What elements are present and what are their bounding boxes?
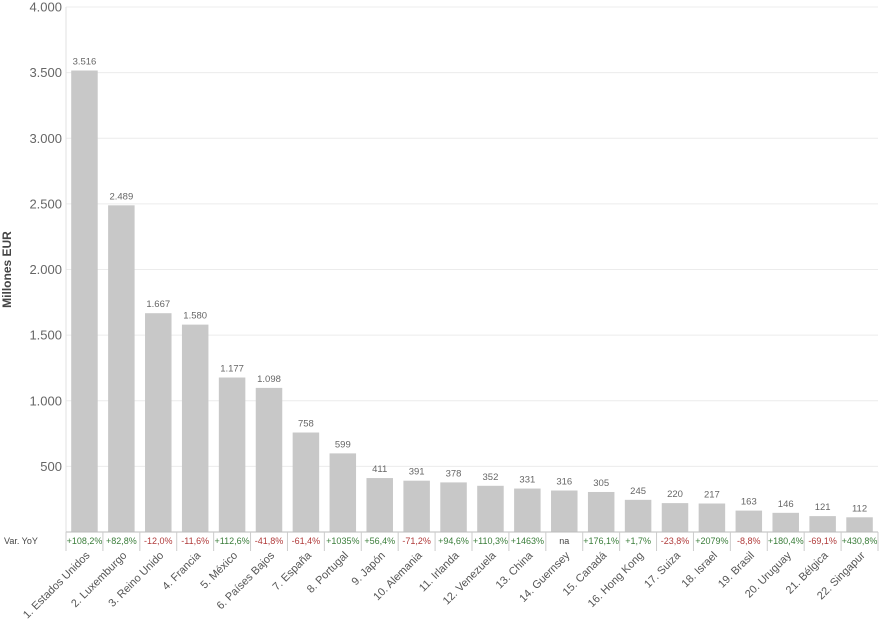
y-tick-label: 2.500 (29, 196, 62, 211)
bar (440, 482, 467, 532)
bar-value-label: 378 (446, 468, 462, 479)
yoy-value: +2079% (695, 536, 728, 546)
yoy-value: +56,4% (364, 536, 395, 546)
bar-value-label: 217 (704, 490, 720, 501)
bar (108, 205, 135, 532)
y-tick-label: 3.000 (29, 131, 62, 146)
yoy-value: +82,8% (106, 536, 137, 546)
yoy-value: -69,1% (808, 536, 837, 546)
yoy-value: +1,7% (625, 536, 651, 546)
value-labels: 3.516 2.489 1.667 1.580 1.177 1.098 758 599 411 3… (73, 57, 868, 515)
bar (329, 453, 357, 532)
yoy-value: +1463% (511, 536, 544, 546)
yoy-value: na (559, 536, 569, 546)
yoy-value: -61,4% (292, 536, 321, 546)
bar (772, 512, 799, 532)
bar (809, 516, 836, 532)
bar (551, 490, 578, 532)
yoy-value: -8,8% (737, 536, 761, 546)
x-tick-label: 1. Estados Unidos (21, 549, 93, 619)
yoy-value: +112,6% (215, 536, 250, 546)
bar (661, 503, 689, 532)
bar (624, 499, 652, 532)
bar (698, 503, 726, 532)
bar-value-label: 146 (778, 499, 794, 510)
bar-value-label: 1.098 (257, 374, 281, 385)
x-tick-label: 9. Japón (350, 550, 388, 588)
bar-value-label: 121 (815, 502, 831, 513)
yoy-value: +1035% (326, 536, 359, 546)
bar (366, 478, 393, 532)
bar-value-label: 220 (667, 489, 683, 500)
bar-value-label: 316 (556, 477, 572, 488)
bar (587, 491, 615, 532)
bar (514, 488, 541, 532)
bar (218, 377, 246, 532)
yoy-value: -71,2% (402, 536, 431, 546)
y-axis-ticks: 500 1.000 1.500 2.000 2.500 3.000 3.500 4.000 (29, 0, 62, 474)
bar (846, 517, 873, 532)
bar (255, 387, 283, 532)
bar-value-label: 331 (519, 475, 535, 486)
bar (181, 324, 209, 532)
yoy-value: -12,0% (144, 536, 173, 546)
bar-value-label: 305 (593, 478, 609, 489)
yoy-row: +108,2% +82,8% -12,0% -11,6% +112,6% -41,8% -6… (65, 532, 879, 551)
bar-value-label: 1.667 (146, 299, 170, 310)
bar-value-label: 163 (741, 497, 757, 508)
bar-value-label: 1.580 (183, 311, 207, 322)
bar-value-label: 3.516 (73, 57, 97, 68)
yoy-value: -41,8% (255, 536, 284, 546)
yoy-value: -11,6% (181, 536, 209, 546)
bar-value-label: 112 (852, 503, 867, 514)
bar-value-label: 599 (335, 439, 351, 450)
yoy-value: +94,6% (438, 536, 469, 546)
bar (403, 480, 430, 532)
y-tick-label: 1.000 (29, 393, 62, 408)
x-tick-label: 17. Suiza (642, 549, 684, 591)
bar (292, 432, 320, 532)
bar-value-label: 352 (483, 472, 499, 483)
y-tick-label: 4.000 (29, 0, 62, 15)
y-tick-label: 500 (40, 459, 62, 474)
bar-value-label: 245 (630, 486, 646, 497)
bar-value-label: 391 (409, 467, 425, 478)
yoy-value: -23,8% (661, 536, 690, 546)
y-tick-label: 2.000 (29, 262, 62, 277)
yoy-value: +180,4% (768, 536, 804, 546)
yoy-row-label: Var. YoY (4, 536, 38, 546)
bar (145, 313, 172, 532)
y-tick-label: 1.500 (29, 328, 62, 343)
bar-value-label: 2.489 (109, 191, 133, 202)
yoy-value: +110,3% (473, 536, 508, 546)
yoy-value: +176,1% (583, 536, 619, 546)
bar (71, 70, 98, 533)
bars (71, 70, 873, 533)
bar (477, 485, 504, 532)
bar-value-label: 758 (298, 419, 314, 430)
yoy-value: +430,8% (842, 536, 878, 546)
x-tick-label: 18. Israel (680, 550, 720, 590)
y-axis-label: Millones EUR (0, 231, 14, 308)
y-tick-label: 3.500 (29, 65, 62, 80)
x-tick-label: 4. Francia (160, 549, 204, 593)
bar (735, 510, 763, 532)
bar-value-label: 411 (372, 464, 387, 475)
yoy-value: +108,2% (67, 536, 103, 546)
bar-value-label: 1.177 (220, 364, 244, 375)
